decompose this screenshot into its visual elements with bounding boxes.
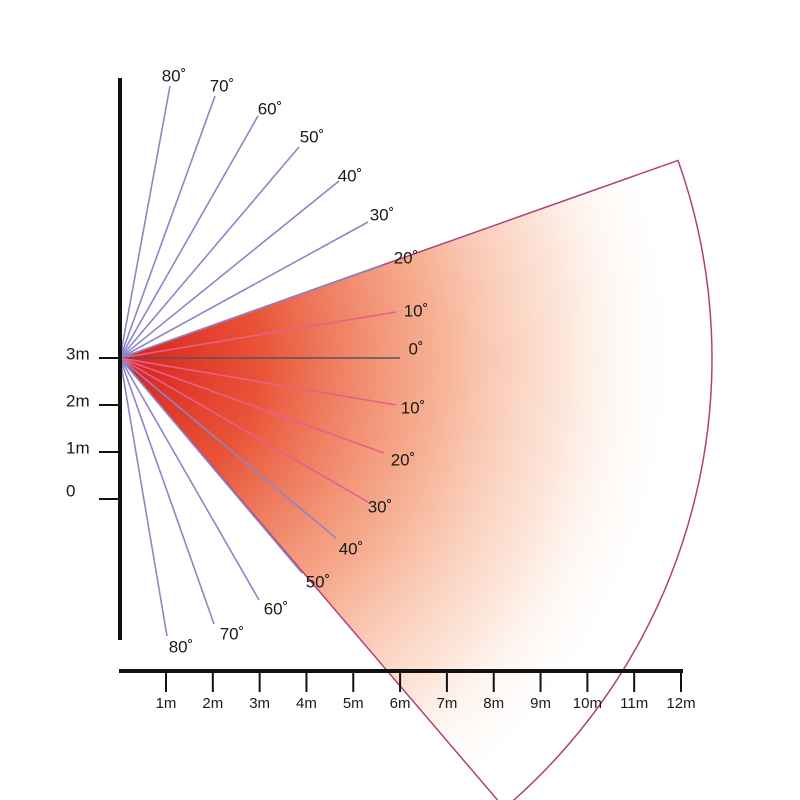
ray-up-20 — [119, 264, 385, 359]
distance-label-12: 12m — [666, 695, 695, 712]
angle-label-down-70: 70˚ — [220, 624, 245, 643]
ray-down-80 — [119, 357, 168, 637]
distance-ticks: 1m 2m 3m 4m 5m 6m 7m 8m 9m 10m 11m 12m — [156, 671, 696, 712]
distance-label-2: 2m — [202, 695, 223, 712]
distance-label-4: 4m — [296, 695, 317, 712]
angle-label-up-30: 30˚ — [370, 205, 395, 224]
angle-label-down-20: 20˚ — [391, 450, 416, 469]
angle-label-center: 0˚ — [408, 339, 423, 358]
angle-label-down-80: 80˚ — [169, 637, 194, 656]
distance-label-3: 3m — [249, 695, 270, 712]
height-label-1: 2m — [66, 391, 90, 410]
ray-down-40 — [119, 357, 337, 539]
angle-label-down-60: 60˚ — [264, 599, 289, 618]
distance-label-6: 6m — [390, 695, 411, 712]
ray-up-50 — [119, 146, 300, 359]
distance-label-11: 11m — [620, 695, 648, 712]
angle-label-up-50: 50˚ — [300, 127, 325, 146]
distance-label-9: 9m — [530, 695, 551, 712]
height-label-3: 0 — [66, 481, 75, 500]
distance-label-8: 8m — [483, 695, 504, 712]
ray-down-10 — [119, 357, 397, 406]
angle-label-up-40: 40˚ — [338, 166, 363, 185]
ray-up-10 — [119, 311, 397, 359]
ray-down-70 — [119, 357, 215, 625]
detection-zone — [118, 159, 713, 800]
ray-down-30 — [119, 357, 369, 503]
angle-label-up-80: 80˚ — [162, 66, 187, 85]
height-label-0: 3m — [66, 344, 90, 363]
angle-label-down-40: 40˚ — [339, 539, 364, 558]
angle-label-down-10: 10˚ — [401, 398, 426, 417]
distance-label-10: 10m — [573, 695, 602, 712]
ray-up-40 — [119, 180, 340, 359]
height-ticks: 3m 2m 1m 0 — [66, 344, 121, 500]
angle-label-up-60: 60˚ — [258, 99, 283, 118]
angle-label-down-50: 50˚ — [306, 572, 331, 591]
ray-down-20 — [119, 357, 385, 454]
ray-up-70 — [119, 95, 216, 359]
angle-label-up-20: 20˚ — [394, 248, 419, 267]
angle-label-up-10: 10˚ — [404, 301, 429, 320]
ray-up-30 — [119, 221, 369, 359]
angle-label-down-30: 30˚ — [368, 497, 393, 516]
distance-label-7: 7m — [436, 695, 457, 712]
angle-rays — [119, 85, 400, 637]
ray-up-60 — [119, 115, 259, 359]
ray-down-60 — [119, 357, 260, 601]
ray-down-50 — [119, 357, 303, 574]
height-label-2: 1m — [66, 438, 90, 457]
ray-up-80 — [119, 85, 171, 359]
angle-labels: 80˚ 70˚ 60˚ 50˚ 40˚ 30˚ 20˚ 10˚ 0˚ 10˚ 20˚ 30˚ 40˚ 50… — [162, 66, 429, 656]
distance-label-5: 5m — [343, 695, 364, 712]
angle-label-up-70: 70˚ — [210, 76, 235, 95]
distance-label-1: 1m — [156, 695, 177, 712]
